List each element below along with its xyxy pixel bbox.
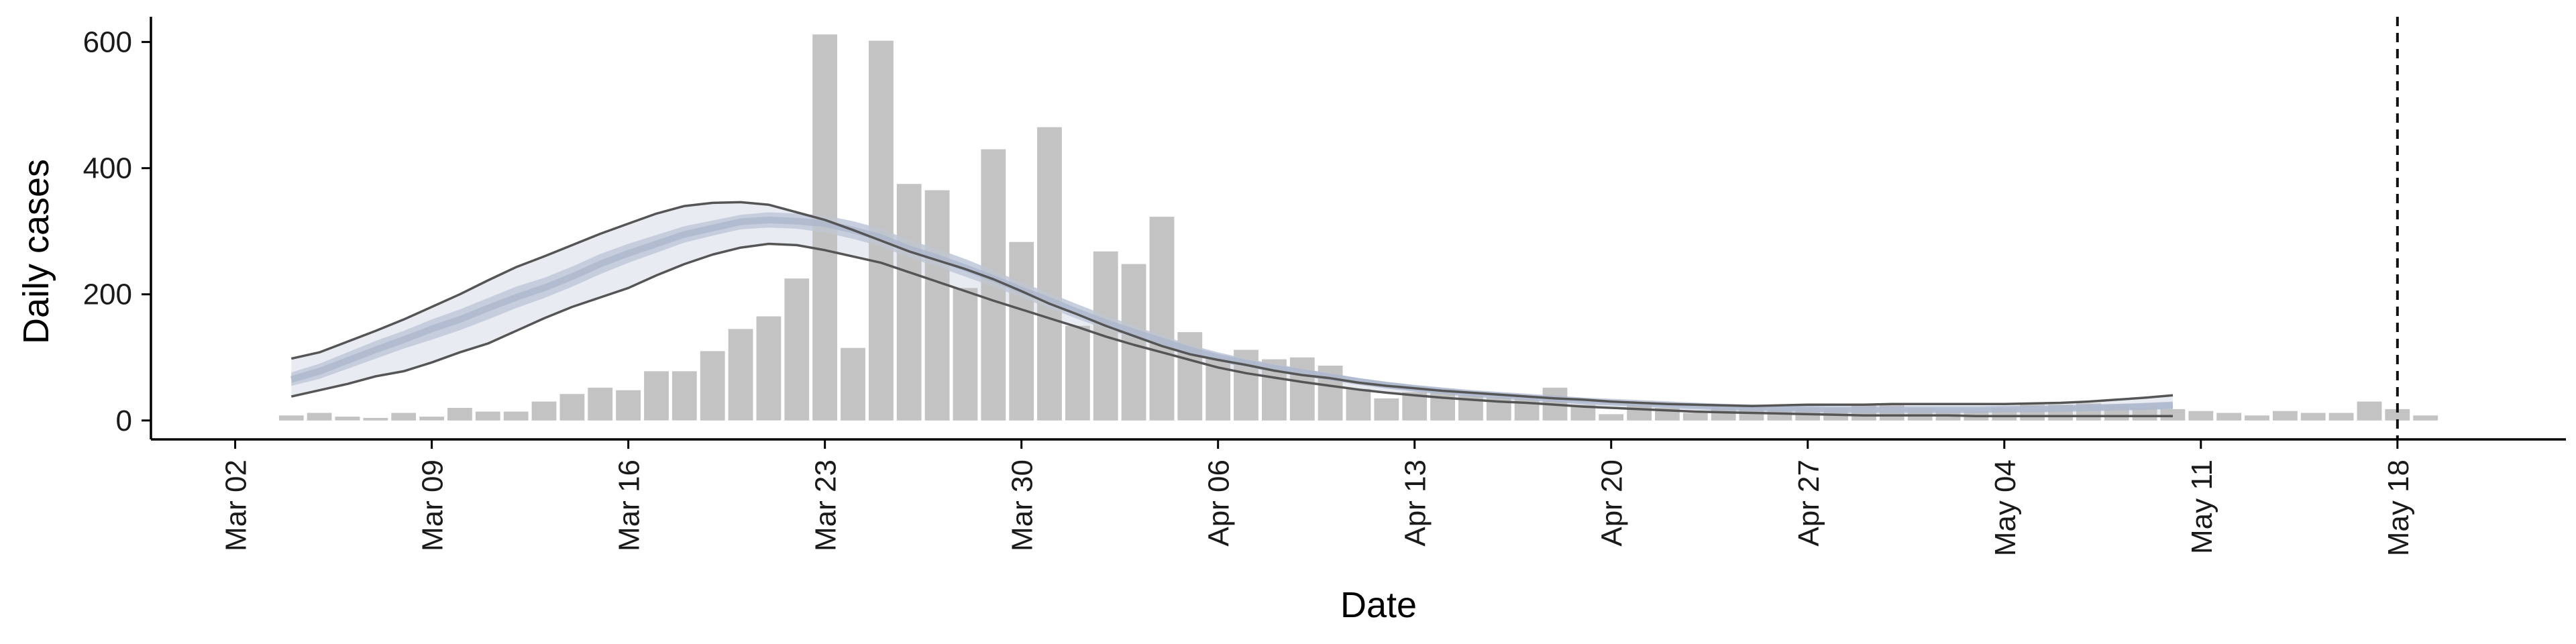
bar (2188, 411, 2214, 421)
bar (728, 329, 753, 421)
bar (616, 390, 641, 421)
bar (1346, 388, 1371, 421)
bar (672, 371, 697, 421)
daily-case-bars (278, 34, 2438, 421)
x-tick-label: Mar 16 (613, 460, 646, 551)
estimate-lines (290, 17, 2399, 439)
x-tick-label: Apr 06 (1203, 460, 1236, 547)
x-tick-label: Mar 02 (220, 460, 253, 551)
bar (278, 415, 304, 421)
bar (2273, 411, 2298, 421)
bar (447, 408, 472, 421)
bar (475, 411, 500, 421)
bar (2245, 415, 2269, 421)
bar (335, 417, 360, 421)
bar (2357, 401, 2382, 421)
estimate-bands (291, 202, 2173, 417)
y-axis-title: Daily cases (16, 159, 56, 344)
bar (531, 401, 557, 421)
bar (391, 413, 417, 421)
bar (1149, 217, 1175, 421)
bar (896, 184, 922, 421)
y-tick-label: 0 (116, 405, 132, 437)
bar (1570, 405, 1596, 421)
x-axis-title: Date (1340, 585, 1417, 625)
bar (1682, 413, 1708, 421)
bar (2132, 408, 2157, 421)
bar (1037, 127, 1062, 421)
bar (700, 351, 725, 421)
bar (1374, 398, 1399, 421)
x-tick-label: May 18 (2382, 460, 2415, 556)
median-line (290, 216, 2174, 413)
bar (307, 413, 332, 421)
bar (1767, 409, 1792, 421)
bar (924, 190, 950, 421)
x-tick-label: May 11 (2186, 460, 2218, 554)
bar (869, 40, 894, 421)
bar (756, 316, 782, 421)
bar (841, 347, 865, 421)
y-tick-label: 600 (83, 26, 132, 59)
x-tick-label: Mar 23 (810, 460, 843, 551)
axes: 0 200 400 600 Mar 02 Mar 09 Mar 16 Mar 23 Mar 30… (83, 17, 2566, 556)
bar (2160, 409, 2186, 421)
y-tick-label: 200 (83, 278, 132, 311)
bar (784, 278, 810, 421)
bar (503, 411, 529, 421)
band-50-percent (291, 212, 2173, 412)
x-tick-label: Apr 27 (1792, 460, 1825, 547)
bar (1009, 241, 1034, 421)
lower-bound-line (290, 242, 2173, 417)
band-90-percent (291, 202, 2173, 417)
bar (2300, 413, 2326, 421)
x-tick-label: May 04 (1989, 460, 2022, 556)
x-tick-label: Apr 20 (1596, 460, 1629, 547)
bar (2413, 415, 2438, 421)
bar (419, 417, 444, 421)
bar (588, 387, 613, 421)
bar (644, 371, 669, 421)
x-tick-label: Mar 30 (1006, 460, 1039, 551)
bar (1065, 325, 1090, 421)
bar (2216, 413, 2242, 421)
y-tick-label: 400 (83, 152, 132, 185)
bar (1289, 357, 1315, 421)
bar (2328, 413, 2354, 421)
x-tick-label: Mar 09 (417, 460, 449, 551)
bar (363, 418, 388, 421)
bar (1599, 414, 1624, 421)
bar (2385, 409, 2410, 421)
upper-bound-line (290, 201, 2174, 407)
bar (953, 288, 978, 421)
band-50-percent-overlay (291, 212, 2173, 412)
x-tick-label: Apr 13 (1399, 460, 1432, 547)
bar (559, 394, 585, 421)
